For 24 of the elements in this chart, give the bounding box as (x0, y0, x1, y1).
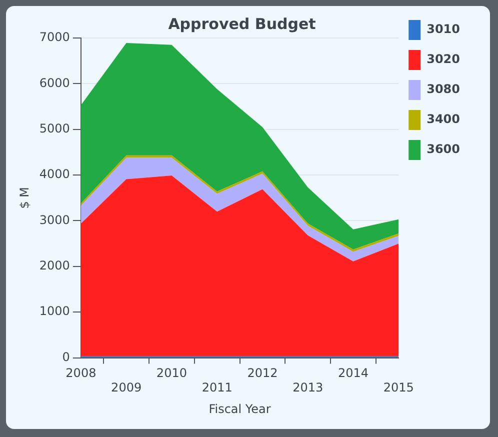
legend-label: 3020 (426, 52, 460, 66)
x-tick-label: 2014 (338, 366, 368, 380)
x-tick-label: 2013 (292, 380, 324, 395)
y-tick-label: 3000 (39, 212, 70, 227)
legend-label: 3400 (426, 112, 460, 126)
y-tick-label: 2000 (39, 258, 70, 273)
x-tick-label: 2008 (66, 366, 96, 380)
y-axis-title: $ M (17, 186, 32, 209)
legend-label: 3010 (426, 22, 460, 36)
y-tick-label: 0 (62, 350, 70, 364)
x-axis-title: Fiscal Year (208, 402, 271, 416)
x-tick-label: 2011 (202, 380, 232, 395)
y-tick-label: 7000 (39, 30, 70, 44)
y-tick-label: 4000 (39, 167, 70, 182)
x-tick-label: 2010 (156, 366, 187, 380)
chart-title: Approved Budget (168, 14, 316, 33)
x-tick-label: 2015 (383, 380, 414, 395)
legend-label: 3600 (426, 142, 460, 156)
x-tick-label: 2009 (111, 380, 142, 395)
y-tick-label: 1000 (39, 304, 70, 318)
y-tick-label: 5000 (39, 121, 70, 136)
x-tick-label: 2012 (247, 366, 278, 380)
legend-label: 3080 (426, 82, 460, 96)
y-tick-label: 6000 (39, 76, 70, 90)
